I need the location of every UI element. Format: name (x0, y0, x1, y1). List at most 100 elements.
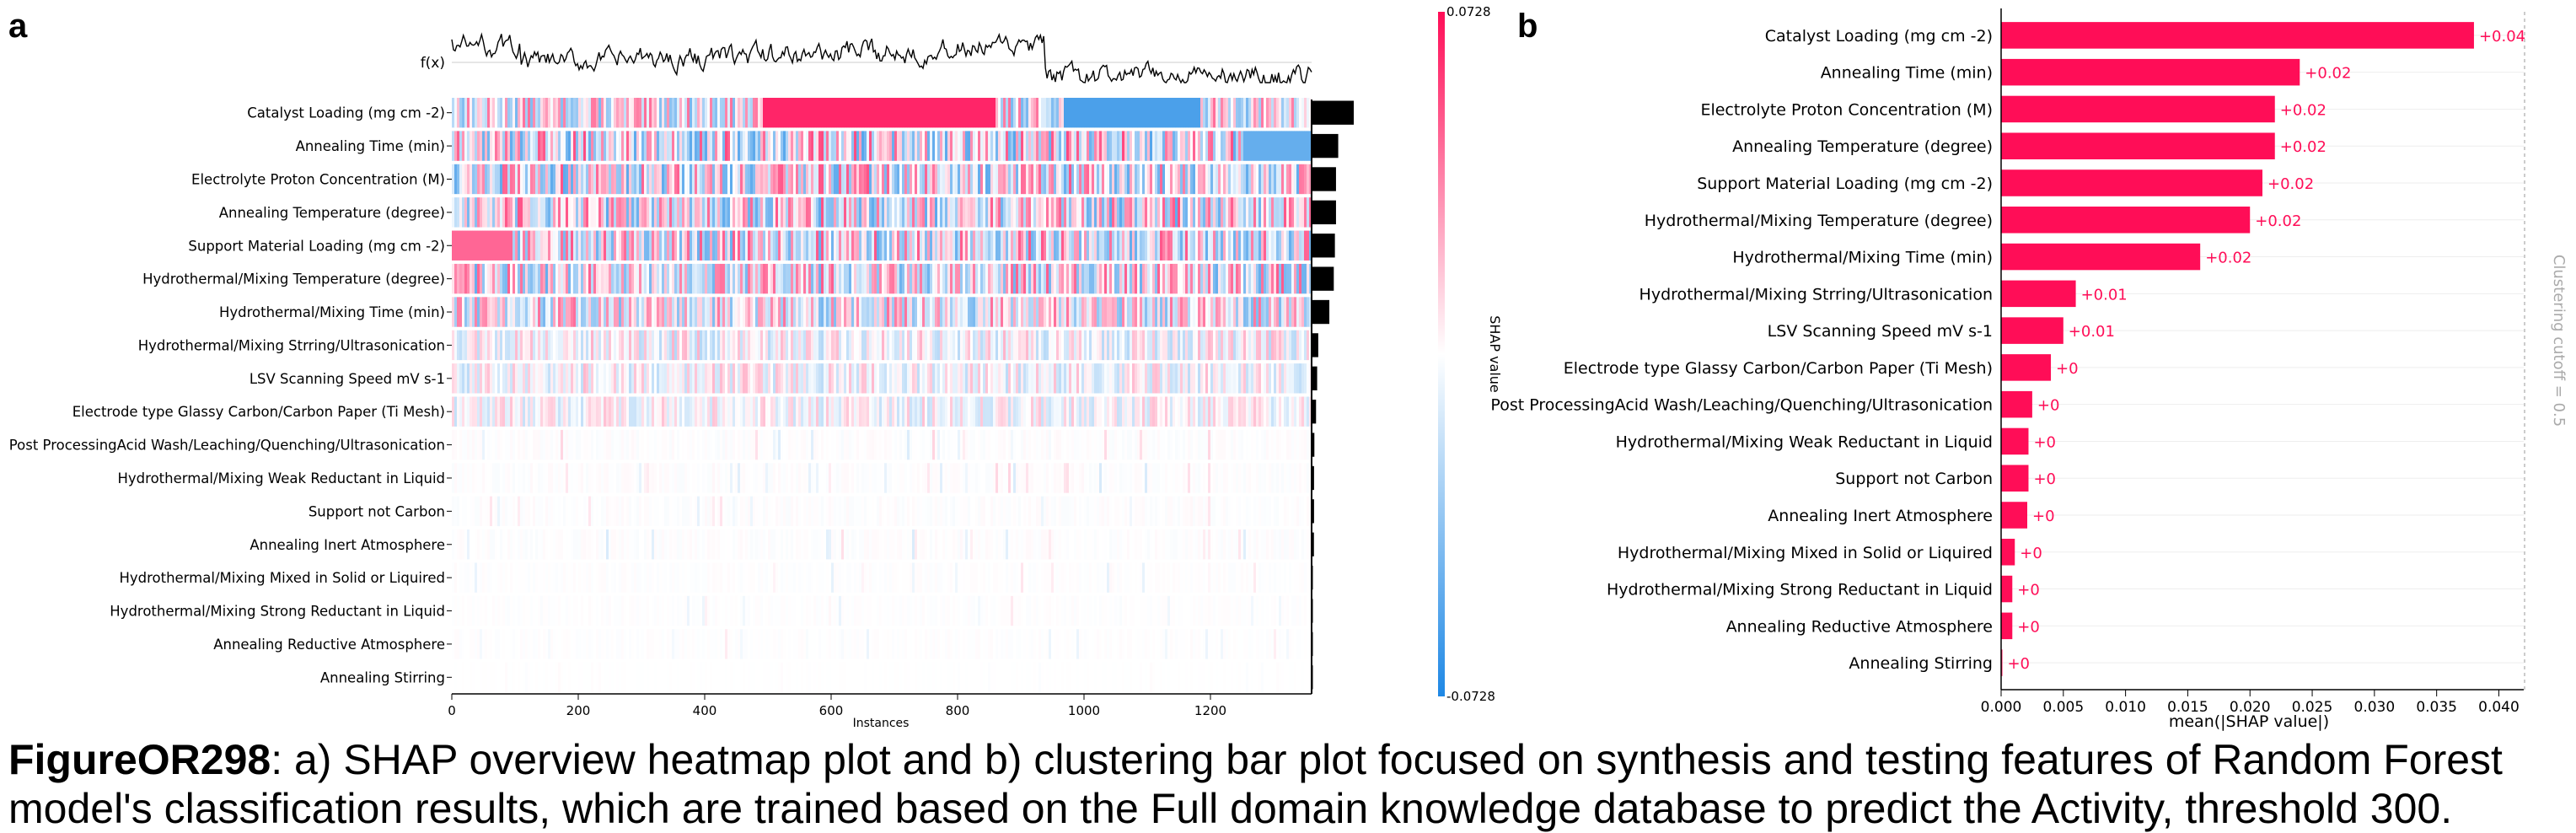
heatmap-cell (927, 463, 931, 493)
heatmap-cell (1127, 496, 1130, 527)
heatmap-cell (1213, 496, 1216, 527)
heatmap-cell (1208, 164, 1211, 195)
heatmap-cell (497, 363, 501, 394)
heatmap-cell (690, 529, 693, 560)
heatmap-cell (856, 396, 860, 427)
heatmap-cell (1193, 131, 1196, 161)
heatmap-cell (1294, 330, 1297, 361)
heatmap-cell (983, 496, 986, 527)
heatmap-cell (507, 297, 511, 327)
heatmap-cell (1046, 164, 1049, 195)
heatmap-cell (1304, 496, 1307, 527)
heatmap-cell (1056, 164, 1060, 195)
heatmap-cell (915, 562, 918, 593)
heatmap-cell (839, 562, 842, 593)
heatmap-cell (1089, 131, 1092, 161)
heatmap-cell (1269, 197, 1272, 228)
heatmap-cell (495, 164, 498, 195)
heatmap-cell (1011, 562, 1014, 593)
heatmap-cell (980, 529, 984, 560)
heatmap-cell (950, 263, 953, 294)
heatmap-cell (902, 330, 905, 361)
heatmap-cell (649, 396, 652, 427)
heatmap-cell (679, 330, 683, 361)
heatmap-cell (904, 562, 908, 593)
heatmap-cell (1127, 363, 1130, 394)
heatmap-cell (639, 496, 642, 527)
heatmap-cell (480, 131, 483, 161)
heatmap-cell (566, 330, 569, 361)
heatmap-cell (712, 297, 716, 327)
heatmap-cell (937, 98, 941, 128)
heatmap-cell (712, 562, 716, 593)
heatmap-cell (596, 197, 599, 228)
heatmap-cell (1081, 429, 1085, 460)
heatmap-cell (672, 363, 675, 394)
heatmap-cell (1185, 230, 1189, 261)
heatmap-cell (1228, 529, 1232, 560)
heatmap-cell (545, 98, 549, 128)
heatmap-cell (1041, 263, 1044, 294)
heatmap-cell (588, 463, 592, 493)
heatmap-cell (1180, 463, 1183, 493)
heatmap-cell (555, 363, 559, 394)
heatmap-cell (502, 263, 506, 294)
heatmap-cell (770, 98, 774, 128)
heatmap-cell (834, 98, 837, 128)
heatmap-cell (586, 529, 589, 560)
heatmap-cell (477, 363, 480, 394)
heatmap-cell (836, 396, 840, 427)
heatmap-cell (1238, 164, 1242, 195)
heatmap-cell (1076, 396, 1080, 427)
heatmap-cell (864, 562, 867, 593)
heatmap-cell (846, 396, 850, 427)
heatmap-cell (1036, 131, 1039, 161)
heatmap-cell (1069, 197, 1072, 228)
heatmap-cell (750, 197, 754, 228)
heatmap-cell (518, 330, 521, 361)
heatmap-cell (1162, 98, 1166, 128)
heatmap-cell (1028, 463, 1032, 493)
heatmap-cell (1223, 197, 1226, 228)
heatmap-cell (1309, 197, 1312, 228)
heatmap-cell (576, 197, 579, 228)
heatmap-cell (459, 263, 463, 294)
heatmap-cell (533, 131, 536, 161)
heatmap-cell (702, 263, 706, 294)
heatmap-cell (1140, 363, 1143, 394)
heatmap-cell (1281, 529, 1285, 560)
heatmap-cell (773, 330, 776, 361)
heatmap-cell (697, 330, 700, 361)
heatmap-cell (533, 98, 536, 128)
heatmap-cell (528, 396, 531, 427)
heatmap-cell (899, 429, 903, 460)
heatmap-cell (813, 429, 817, 460)
heatmap-cell (510, 396, 513, 427)
heatmap-cell (1074, 131, 1077, 161)
heatmap-cell (1056, 363, 1060, 394)
heatmap-cell (1147, 396, 1151, 427)
heatmap-cell (1137, 131, 1140, 161)
heatmap-cell (1170, 463, 1173, 493)
heatmap-cell (1173, 429, 1176, 460)
heatmap-cell (591, 562, 594, 593)
heatmap-cell (644, 197, 647, 228)
heatmap-cell (1180, 297, 1183, 327)
heatmap-cell (717, 529, 721, 560)
heatmap-cell (897, 529, 900, 560)
heatmap-cell (631, 496, 635, 527)
heatmap-cell (887, 562, 890, 593)
heatmap-cell (975, 496, 979, 527)
heatmap-cell (1231, 396, 1234, 427)
heatmap-cell (1195, 297, 1199, 327)
heatmap-cell (583, 363, 587, 394)
heatmap-cell (578, 562, 582, 593)
heatmap-cell (915, 396, 918, 427)
heatmap-cell (707, 496, 711, 527)
heatmap-cell (540, 98, 544, 128)
fx-line-group (451, 32, 1312, 84)
heatmap-cell (591, 529, 594, 560)
heatmap-cell (523, 396, 526, 427)
heatmap-cell (538, 230, 541, 261)
heatmap-cell (1081, 529, 1085, 560)
